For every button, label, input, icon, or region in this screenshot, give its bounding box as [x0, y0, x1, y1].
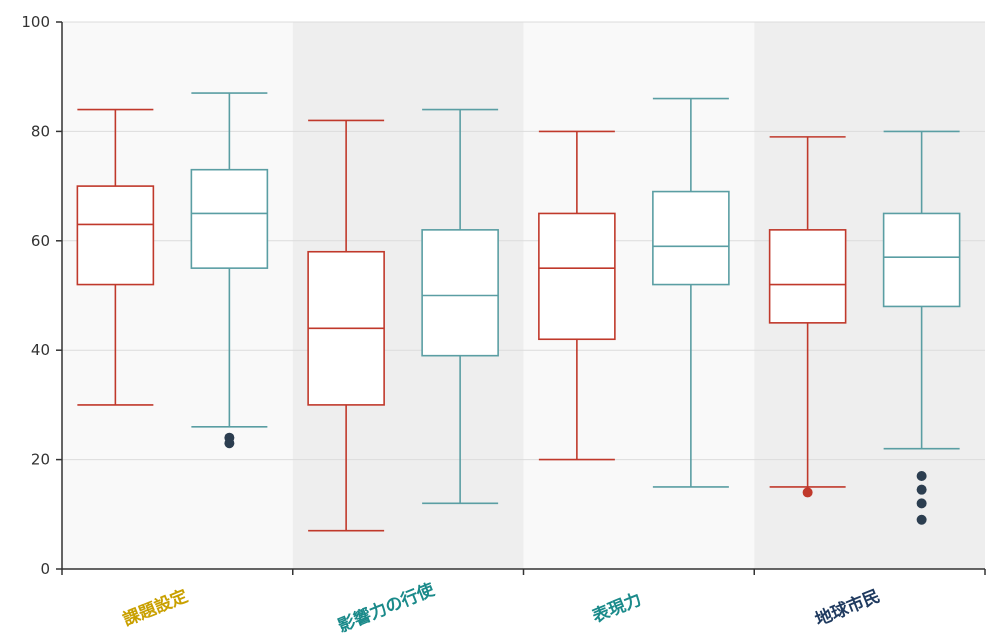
outlier-point: [224, 438, 235, 449]
box: [190, 92, 269, 449]
box: [882, 130, 961, 525]
box-body: [190, 168, 269, 269]
y-tick-label: 0: [40, 560, 50, 578]
box: [652, 97, 730, 488]
box: [76, 108, 155, 406]
outlier-point: [916, 498, 927, 509]
box-body: [882, 212, 961, 308]
box: [421, 108, 499, 505]
box-body: [538, 212, 616, 341]
y-tick-label: 40: [31, 341, 50, 359]
y-axis: 0 20 40 60 80 100: [21, 13, 63, 578]
outlier-point: [916, 484, 927, 495]
category-bands: [62, 22, 985, 569]
box-body: [652, 190, 730, 286]
box: [307, 119, 385, 532]
x-category-label: 影響力の行使: [335, 579, 438, 637]
y-tick-label: 80: [31, 122, 50, 140]
category-band: [62, 22, 293, 569]
x-axis: 課題設定 影響力の行使 表現力 地球市民: [61, 568, 986, 637]
y-tick-label: 20: [31, 451, 50, 469]
box-series: [76, 92, 961, 532]
y-tick-label: 100: [21, 13, 50, 31]
box: [768, 136, 847, 498]
y-tick-label: 60: [31, 232, 50, 250]
box-body: [768, 229, 847, 324]
outlier-point: [916, 514, 927, 525]
box-body: [76, 185, 155, 286]
x-category-label: 表現力: [589, 589, 644, 628]
box-body: [421, 229, 499, 357]
box: [538, 130, 616, 461]
outlier-point: [802, 487, 813, 498]
x-category-label: 地球市民: [812, 585, 883, 630]
x-category-label: 課題設定: [120, 585, 191, 630]
outlier-point: [916, 471, 927, 482]
